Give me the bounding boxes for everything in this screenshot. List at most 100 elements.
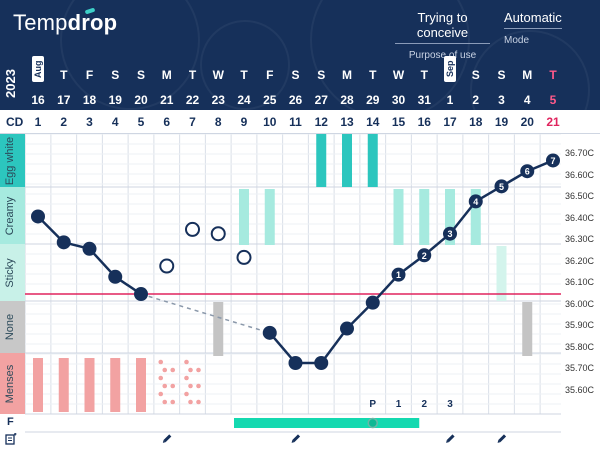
spotting-dot: [158, 359, 164, 365]
category-egg-white: Egg white: [0, 134, 25, 187]
temp-point-label: 2: [422, 251, 427, 261]
peak-day-label: 2: [421, 399, 427, 410]
weekday-label: M: [522, 68, 533, 82]
cycle-day-number: 11: [289, 115, 302, 129]
date-label: 20: [134, 93, 148, 107]
temperature-tick-label: 36.40C: [565, 212, 595, 223]
weekday-label: S: [471, 68, 480, 82]
spotting-dot: [158, 391, 164, 397]
temp-point: [314, 355, 329, 370]
mucus-bar-creamy: [419, 189, 430, 245]
temp-point: [443, 226, 457, 241]
cycle-day-number: 7: [189, 115, 196, 129]
logo-text-bold: drop: [67, 10, 118, 35]
spotting-dot: [162, 399, 168, 405]
mucus-bar-sticky: [496, 246, 507, 301]
cycle-day-number: 21: [546, 115, 560, 129]
cycle-day-number: 6: [163, 115, 171, 129]
pencil-icon: [162, 434, 172, 443]
category-label: Creamy: [4, 196, 16, 235]
cycle-day-number: 3: [86, 115, 93, 129]
mode-selector[interactable]: Automatic Mode: [504, 10, 562, 46]
cycle-day-number: 17: [443, 115, 457, 129]
cycle-day-number: 8: [214, 115, 222, 129]
temp-point-excluded: [185, 221, 200, 237]
temperature-tick-label: 36.00C: [565, 298, 595, 309]
weekday-label: S: [291, 68, 300, 82]
temp-point-label: 4: [473, 197, 478, 207]
category-menses: Menses: [0, 353, 25, 414]
spotting-dot: [170, 383, 176, 389]
pencil-icon: [291, 434, 301, 443]
mucus-bar-menses: [58, 358, 69, 412]
date-label: 29: [366, 93, 380, 107]
temp-point: [262, 325, 277, 340]
weekday-label: T: [369, 68, 377, 82]
temp-point: [108, 269, 123, 284]
purpose-selector[interactable]: Trying to conceive Purpose of use: [395, 10, 490, 61]
date-label: 24: [237, 93, 251, 107]
temperature-tick-label: 36.10C: [565, 277, 595, 288]
temp-point-label: 6: [525, 167, 530, 177]
mucus-bar-menses: [84, 358, 95, 412]
temp-point: [468, 194, 483, 209]
temperature-tick-label: 36.30C: [565, 234, 595, 245]
cycle-day-number: 15: [391, 115, 406, 129]
cycle-day-number: 1: [34, 115, 42, 129]
category-sidebar: Egg white Creamy Sticky None Menses: [0, 134, 25, 414]
date-label: 3: [498, 93, 505, 107]
weekday-label: W: [212, 68, 224, 82]
year-label: 2023: [3, 69, 18, 99]
weekday-label: S: [497, 68, 506, 82]
temperature-tick-label: 35.60C: [565, 385, 595, 395]
category-label: None: [4, 313, 16, 341]
cycle-day-number: 4: [111, 115, 119, 129]
cycle-day-number: 16: [417, 115, 431, 129]
date-label: 19: [108, 93, 122, 107]
date-label: 31: [417, 93, 431, 107]
bbt-chart[interactable]: 1 2 3 4 5 6 7 P 1 2 3: [25, 134, 561, 449]
date-label: 2: [472, 93, 480, 107]
temp-point-excluded: [159, 258, 175, 274]
category-label: Sticky: [4, 257, 16, 288]
temp-point-label: 7: [550, 156, 555, 166]
temp-point: [520, 164, 535, 179]
mucus-bar-egg-white: [316, 134, 327, 187]
temp-point: [365, 295, 380, 310]
date-label: 5: [549, 93, 557, 107]
weekday-label: T: [240, 68, 248, 82]
weekday-label: S: [317, 68, 326, 82]
mucus-bar-none: [522, 302, 533, 356]
mucus-bar-creamy: [470, 189, 481, 245]
temp-point-label: 5: [499, 182, 504, 192]
temp-point: [340, 321, 354, 336]
month-tag: Aug: [32, 56, 44, 82]
date-label: 21: [160, 93, 174, 107]
cycle-day-number: 13: [340, 115, 354, 129]
pencil-icon: [446, 434, 455, 443]
spotting-dot: [170, 399, 176, 405]
temp-point-label: 3: [447, 229, 452, 239]
mucus-bar-none: [213, 302, 224, 356]
date-label: 18: [82, 93, 97, 107]
date-label: 1: [446, 93, 454, 107]
cycle-day-number: 20: [520, 115, 534, 129]
mucus-bar-creamy: [239, 189, 249, 245]
mucus-bar-menses: [136, 358, 146, 412]
date-label: 22: [185, 93, 200, 107]
temp-point: [288, 355, 303, 370]
temp-point: [417, 248, 432, 263]
cycle-day-number: 18: [469, 115, 483, 129]
purpose-label: Purpose of use: [408, 50, 477, 61]
mucus-bar-menses: [110, 358, 121, 412]
weekday-label: T: [60, 68, 68, 82]
temp-point: [546, 153, 560, 168]
mode-value: Automatic: [504, 10, 562, 29]
spotting-dot: [184, 359, 189, 365]
temperature-tick-label: 36.20C: [565, 255, 595, 266]
notes-icon[interactable]: [5, 433, 17, 445]
weekday-label: T: [549, 68, 557, 82]
fertile-row-label: F: [7, 416, 14, 428]
cycle-day-number: 19: [494, 115, 509, 129]
spotting-dot: [184, 391, 189, 397]
